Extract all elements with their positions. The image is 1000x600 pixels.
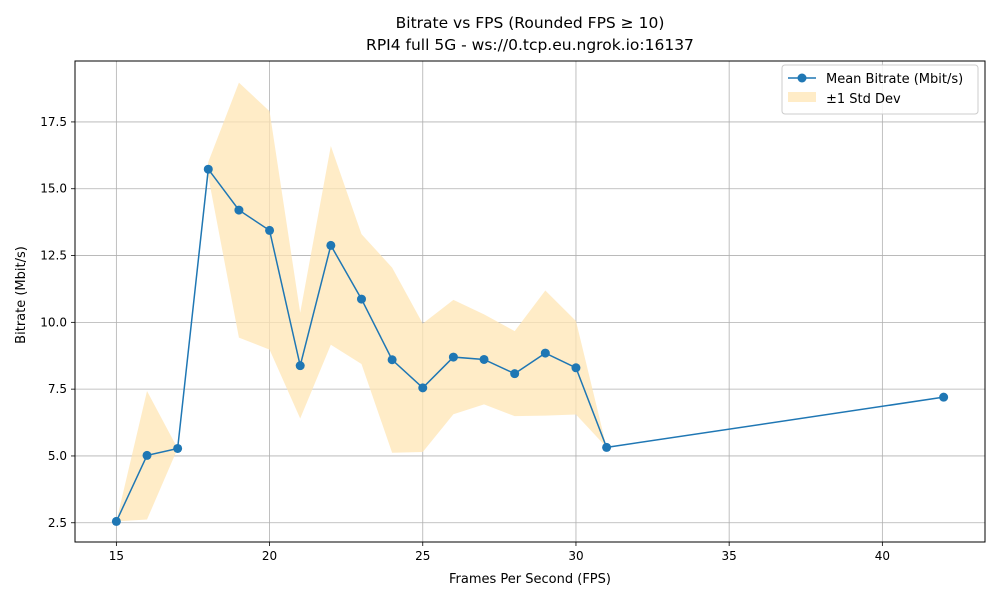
legend-label-std-dev: ±1 Std Dev [826, 92, 901, 107]
y-tick-label: 7.5 [48, 382, 67, 396]
data-point [418, 383, 428, 393]
data-point [448, 352, 458, 362]
legend: Mean Bitrate (Mbit/s) ±1 Std Dev [781, 64, 979, 115]
data-point [203, 164, 213, 174]
chart-title: Bitrate vs FPS (Rounded FPS ≥ 10) [396, 14, 665, 32]
data-point [571, 363, 581, 373]
data-point [111, 516, 121, 526]
y-axis-label: Bitrate (Mbit/s) [14, 246, 29, 344]
mean-bitrate-line [115, 167, 944, 522]
x-axis-label: Frames Per Second (FPS) [449, 572, 611, 587]
data-markers [111, 164, 949, 526]
mean-line [115, 167, 944, 522]
data-point [479, 354, 489, 364]
axis-ticks: 15 20 25 30 35 40 2.5 5.0 7.5 10.0 12.5 15.0 17.5 [40, 115, 890, 563]
y-tick-label: 2.5 [48, 516, 67, 530]
data-point [510, 369, 520, 379]
data-point [939, 392, 949, 402]
x-tick-label: 20 [262, 549, 277, 563]
data-point [142, 450, 152, 460]
data-point [387, 355, 397, 365]
data-point [540, 348, 550, 358]
plot-frame [74, 60, 986, 543]
data-point [295, 361, 305, 371]
x-tick-label: 35 [722, 549, 737, 563]
data-point [173, 443, 183, 453]
legend-label-mean: Mean Bitrate (Mbit/s) [826, 72, 963, 87]
x-tick-label: 30 [568, 549, 583, 563]
legend-box [781, 64, 979, 115]
y-tick-label: 10.0 [40, 315, 67, 329]
x-tick-label: 40 [875, 549, 890, 563]
y-tick-label: 17.5 [40, 115, 67, 129]
data-point [234, 205, 244, 215]
chart-subtitle: RPI4 full 5G - ws://0.tcp.eu.ngrok.io:16… [366, 36, 694, 54]
data-point [326, 240, 336, 250]
y-tick-label: 5.0 [48, 449, 67, 463]
legend-marker-swatch [797, 73, 807, 83]
data-point [602, 442, 612, 452]
x-tick-label: 15 [109, 549, 124, 563]
grid-lines [75, 61, 985, 542]
legend-band-swatch [788, 92, 816, 102]
y-tick-label: 12.5 [40, 249, 67, 263]
y-tick-label: 15.0 [40, 182, 67, 196]
data-point [265, 225, 275, 235]
x-tick-label: 25 [415, 549, 430, 563]
data-point [356, 294, 366, 304]
